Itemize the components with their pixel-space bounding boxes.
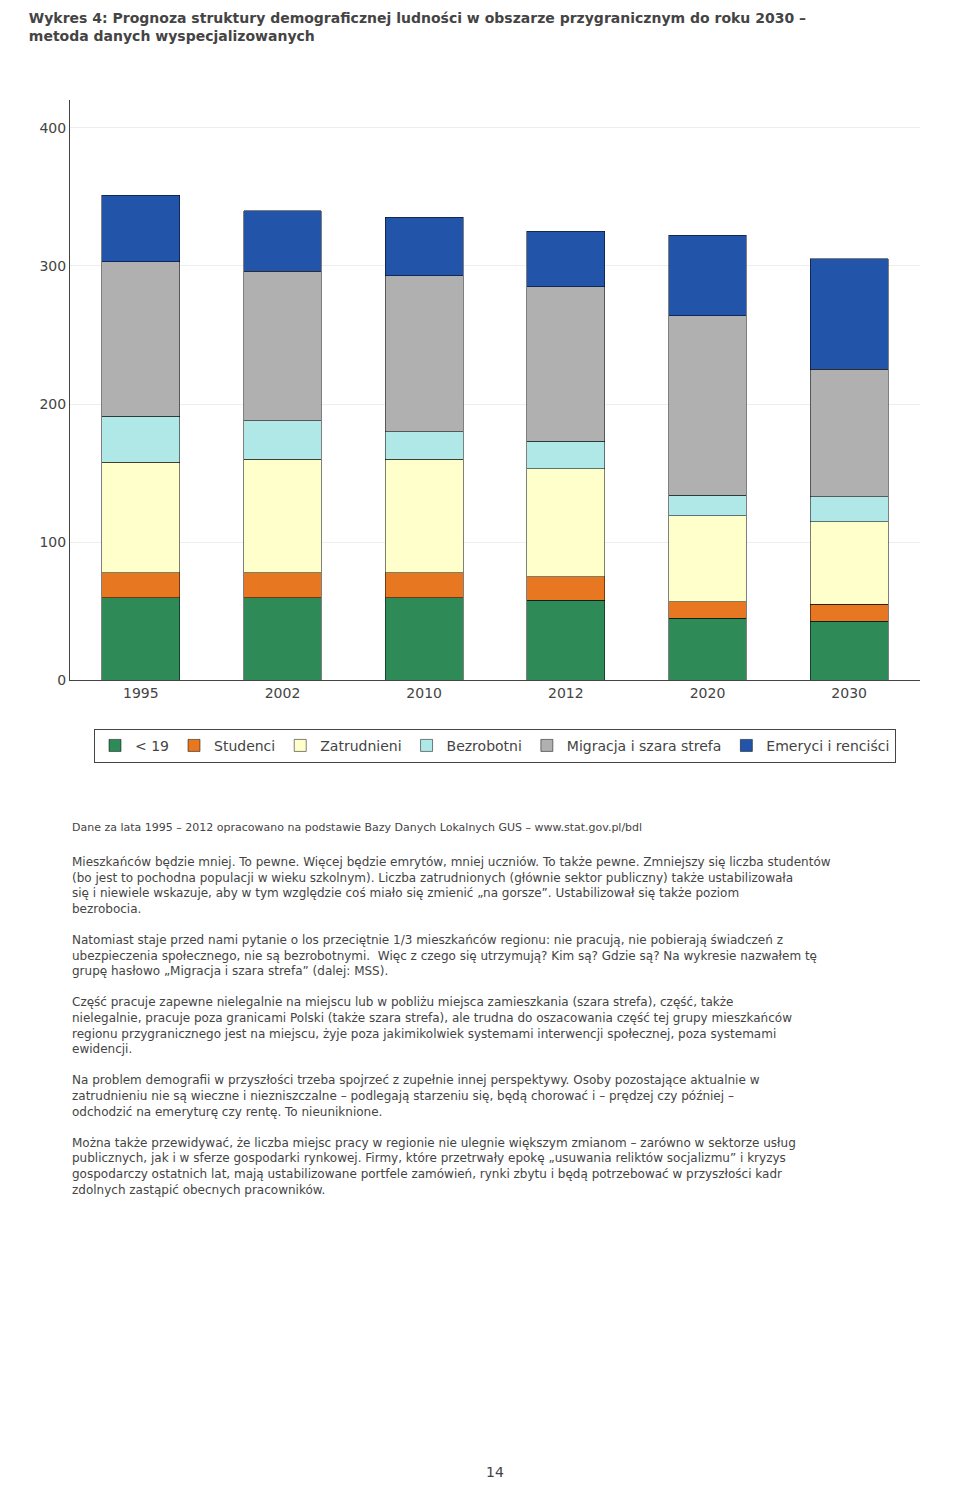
svg-text:< 19: < 19 [135, 738, 169, 754]
svg-text:Emeryci i renciści: Emeryci i renciści [766, 738, 889, 754]
svg-text:Bezrobotni: Bezrobotni [447, 738, 522, 754]
svg-text:1995: 1995 [123, 685, 159, 701]
svg-text:14: 14 [486, 1464, 504, 1480]
svg-text:Studenci: Studenci [214, 738, 275, 754]
svg-text:200: 200 [39, 396, 66, 412]
svg-text:Migracja i szara strefa: Migracja i szara strefa [567, 738, 722, 754]
svg-text:400: 400 [39, 120, 66, 136]
svg-text:300: 300 [39, 258, 66, 274]
svg-text:2010: 2010 [406, 685, 442, 701]
svg-text:Zatrudnieni: Zatrudnieni [320, 738, 401, 754]
svg-text:2002: 2002 [265, 685, 301, 701]
svg-text:100: 100 [39, 534, 66, 550]
svg-text:0: 0 [57, 672, 66, 688]
svg-text:Mieszkańców będzie mniej. To p: Mieszkańców będzie mniej. To pewne. Więc… [72, 855, 831, 1197]
svg-text:2030: 2030 [831, 685, 867, 701]
svg-text:Dane za lata 1995 – 2012 oprac: Dane za lata 1995 – 2012 opracowano na p… [72, 821, 642, 834]
svg-text:2012: 2012 [548, 685, 584, 701]
svg-text:2020: 2020 [690, 685, 726, 701]
svg-text:Wykres 4: Prognoza struktury d: Wykres 4: Prognoza struktury demograficz… [29, 10, 806, 44]
